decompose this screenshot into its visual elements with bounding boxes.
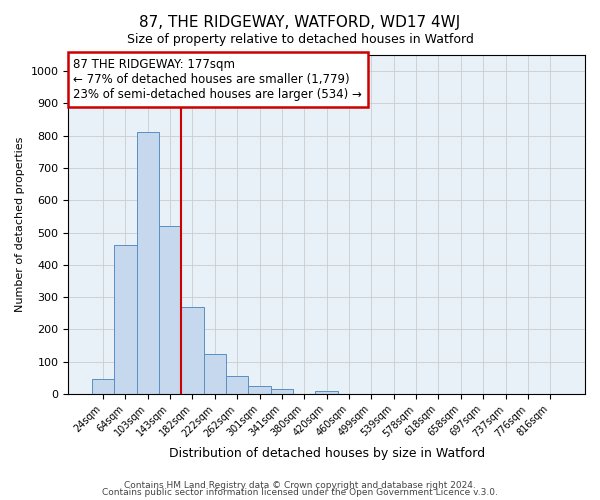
Bar bbox=[181, 307, 203, 394]
Y-axis label: Number of detached properties: Number of detached properties bbox=[15, 137, 25, 312]
Text: Contains HM Land Registry data © Crown copyright and database right 2024.: Contains HM Land Registry data © Crown c… bbox=[124, 480, 476, 490]
Text: 87 THE RIDGEWAY: 177sqm
← 77% of detached houses are smaller (1,779)
23% of semi: 87 THE RIDGEWAY: 177sqm ← 77% of detache… bbox=[73, 58, 362, 102]
Bar bbox=[248, 386, 271, 394]
Text: 87, THE RIDGEWAY, WATFORD, WD17 4WJ: 87, THE RIDGEWAY, WATFORD, WD17 4WJ bbox=[139, 15, 461, 30]
Bar bbox=[203, 354, 226, 394]
Bar bbox=[316, 392, 338, 394]
Bar bbox=[92, 380, 114, 394]
Text: Size of property relative to detached houses in Watford: Size of property relative to detached ho… bbox=[127, 32, 473, 46]
Bar bbox=[226, 376, 248, 394]
Bar bbox=[114, 246, 137, 394]
Bar bbox=[159, 226, 181, 394]
Bar bbox=[137, 132, 159, 394]
Text: Contains public sector information licensed under the Open Government Licence v.: Contains public sector information licen… bbox=[102, 488, 498, 497]
X-axis label: Distribution of detached houses by size in Watford: Distribution of detached houses by size … bbox=[169, 447, 485, 460]
Bar bbox=[271, 390, 293, 394]
